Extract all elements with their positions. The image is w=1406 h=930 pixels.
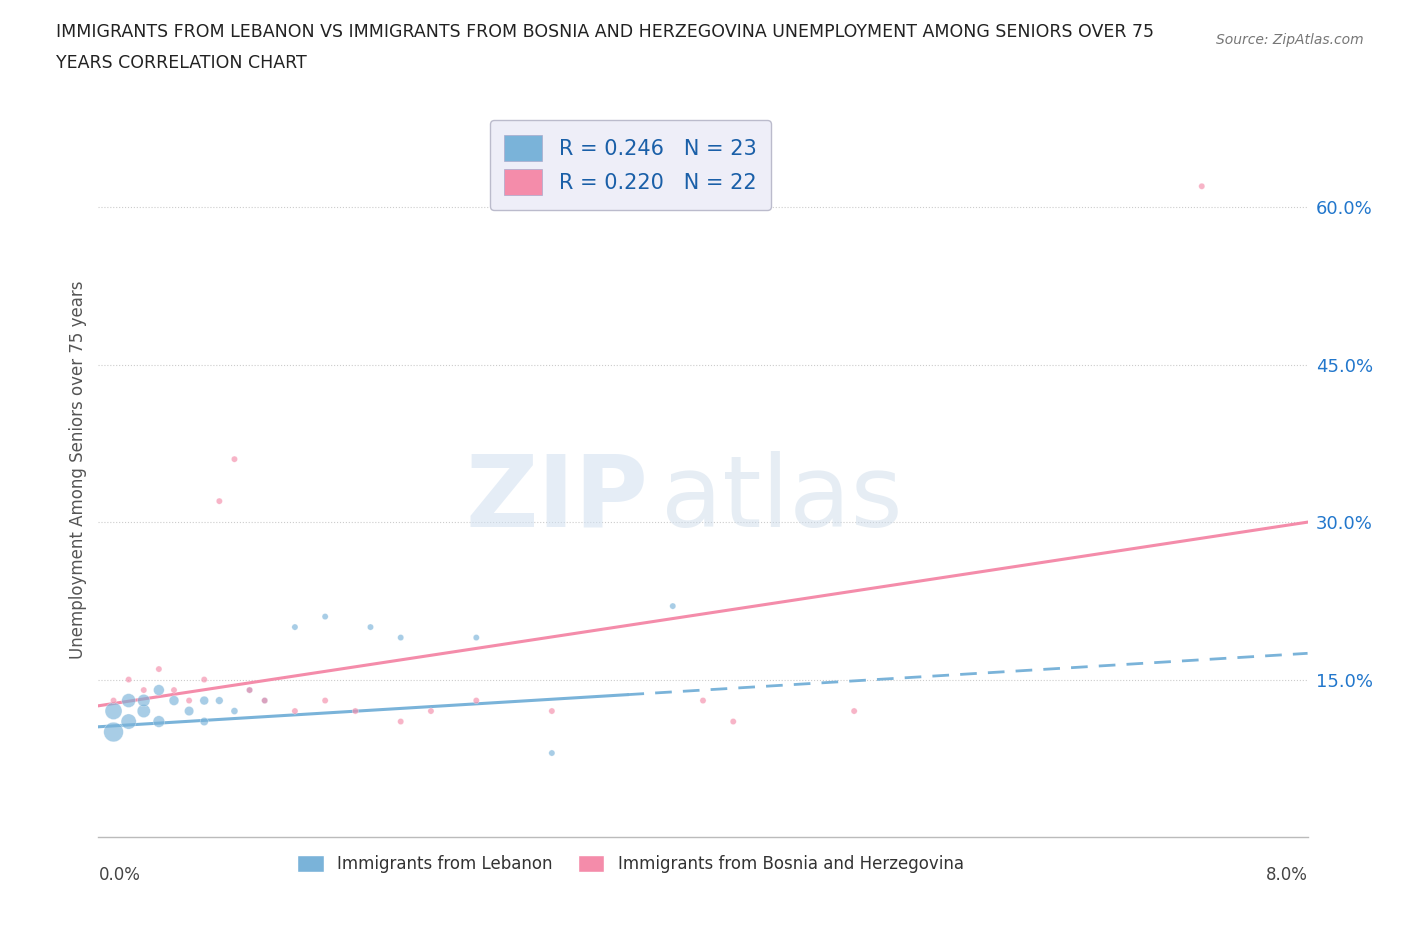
Point bbox=[118, 672, 141, 687]
Point bbox=[389, 631, 412, 645]
Point bbox=[179, 704, 201, 719]
Point bbox=[1191, 179, 1213, 193]
Point bbox=[253, 693, 276, 708]
Legend: Immigrants from Lebanon, Immigrants from Bosnia and Herzegovina: Immigrants from Lebanon, Immigrants from… bbox=[291, 848, 970, 880]
Point bbox=[661, 599, 683, 614]
Point bbox=[692, 693, 714, 708]
Text: Source: ZipAtlas.com: Source: ZipAtlas.com bbox=[1216, 33, 1364, 46]
Point bbox=[389, 714, 412, 729]
Point bbox=[132, 693, 155, 708]
Point bbox=[344, 704, 367, 719]
Point bbox=[163, 693, 186, 708]
Point bbox=[148, 714, 170, 729]
Point bbox=[224, 704, 246, 719]
Point bbox=[540, 704, 562, 719]
Point bbox=[103, 693, 125, 708]
Point bbox=[208, 693, 231, 708]
Text: 0.0%: 0.0% bbox=[98, 867, 141, 884]
Point bbox=[239, 683, 262, 698]
Point bbox=[360, 619, 382, 634]
Point bbox=[132, 704, 155, 719]
Point bbox=[224, 452, 246, 467]
Point bbox=[193, 714, 215, 729]
Point bbox=[284, 704, 307, 719]
Point bbox=[465, 631, 488, 645]
Point bbox=[239, 683, 262, 698]
Point bbox=[314, 693, 336, 708]
Point bbox=[148, 683, 170, 698]
Point bbox=[163, 683, 186, 698]
Point bbox=[723, 714, 745, 729]
Point bbox=[540, 746, 562, 761]
Point bbox=[179, 693, 201, 708]
Point bbox=[844, 704, 866, 719]
Point bbox=[103, 724, 125, 739]
Point bbox=[193, 672, 215, 687]
Point bbox=[118, 693, 141, 708]
Text: atlas: atlas bbox=[661, 450, 903, 548]
Point bbox=[253, 693, 276, 708]
Point bbox=[148, 661, 170, 676]
Text: YEARS CORRELATION CHART: YEARS CORRELATION CHART bbox=[56, 54, 307, 72]
Point bbox=[314, 609, 336, 624]
Point bbox=[420, 704, 443, 719]
Text: 8.0%: 8.0% bbox=[1265, 867, 1308, 884]
Y-axis label: Unemployment Among Seniors over 75 years: Unemployment Among Seniors over 75 years bbox=[69, 281, 87, 658]
Text: IMMIGRANTS FROM LEBANON VS IMMIGRANTS FROM BOSNIA AND HERZEGOVINA UNEMPLOYMENT A: IMMIGRANTS FROM LEBANON VS IMMIGRANTS FR… bbox=[56, 23, 1154, 41]
Point bbox=[103, 704, 125, 719]
Point bbox=[118, 714, 141, 729]
Point bbox=[193, 693, 215, 708]
Point bbox=[465, 693, 488, 708]
Point bbox=[284, 619, 307, 634]
Point bbox=[132, 683, 155, 698]
Point bbox=[208, 494, 231, 509]
Text: ZIP: ZIP bbox=[465, 450, 648, 548]
